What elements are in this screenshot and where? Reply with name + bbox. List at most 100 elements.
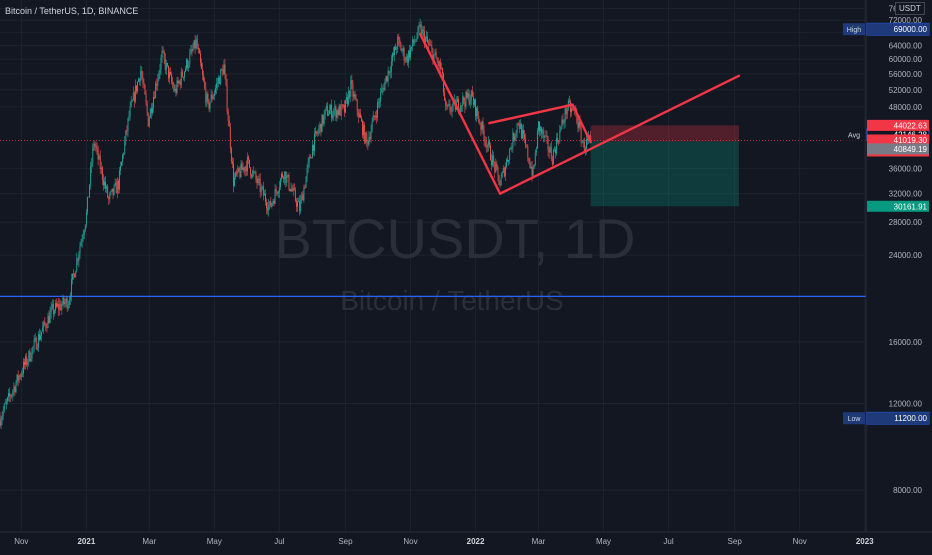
candle — [162, 46, 163, 63]
candle — [101, 161, 102, 174]
candle-body — [492, 155, 493, 165]
price-axis[interactable]: 76000.0072000.0068000.0064000.0060000.00… — [866, 0, 932, 550]
candle-body — [81, 242, 82, 247]
candle-body — [289, 175, 290, 189]
candle-body — [268, 205, 269, 211]
x-tick-label: May — [596, 537, 611, 546]
candle — [105, 176, 106, 192]
candle-body — [259, 179, 260, 180]
candle-body — [476, 107, 477, 116]
candle-body — [303, 188, 304, 201]
candle-body — [210, 102, 211, 108]
candle — [378, 98, 379, 108]
candle — [194, 40, 195, 49]
position-target-zone[interactable] — [591, 141, 739, 206]
candle — [140, 65, 141, 85]
candle-body — [76, 259, 77, 272]
candle-body — [230, 127, 231, 149]
candle — [8, 389, 9, 402]
candle — [268, 199, 269, 216]
candle-body — [36, 338, 37, 349]
candle — [393, 47, 394, 57]
candle — [547, 131, 548, 144]
candle-body — [461, 105, 462, 106]
candle-body — [269, 201, 270, 204]
candle-body — [178, 80, 179, 83]
candle — [59, 299, 60, 316]
symbol-title[interactable]: Bitcoin / TetherUS, 1D, BINANCE — [5, 6, 138, 16]
candle-body — [529, 162, 530, 167]
candle — [148, 112, 149, 127]
candle — [237, 165, 238, 177]
candle-body — [253, 171, 254, 172]
candle — [152, 103, 153, 116]
candle — [298, 198, 299, 202]
candle — [93, 141, 94, 150]
candle — [503, 165, 504, 173]
down-leg-line[interactable] — [420, 34, 500, 194]
candle — [484, 125, 485, 146]
candle-body — [448, 104, 449, 105]
candle-body — [286, 176, 287, 183]
candle-body — [30, 359, 31, 361]
candle-body — [542, 130, 543, 133]
candle — [66, 296, 67, 307]
candle — [488, 136, 489, 152]
candle-body — [211, 95, 212, 103]
candle — [373, 111, 374, 122]
candle — [513, 132, 514, 142]
candle-body — [266, 202, 267, 208]
candle-body — [45, 324, 46, 327]
candle — [308, 157, 309, 173]
candle — [262, 185, 263, 190]
candle — [189, 49, 190, 68]
candle-body — [341, 104, 342, 115]
candle — [512, 128, 513, 153]
candle — [205, 82, 206, 107]
candle-body — [390, 72, 391, 73]
candle — [518, 122, 519, 126]
candle-body — [202, 69, 203, 75]
candle-body — [560, 127, 561, 130]
currency-label[interactable]: USDT — [895, 2, 925, 15]
candle-body — [169, 72, 170, 78]
candle-body — [72, 274, 73, 280]
candle-body — [305, 188, 306, 189]
candle-body — [51, 307, 52, 312]
candle — [389, 71, 390, 76]
candle — [476, 107, 477, 122]
candle — [467, 89, 468, 98]
candle — [332, 111, 333, 121]
candle — [533, 165, 534, 176]
candle — [306, 176, 307, 188]
candle — [487, 144, 488, 153]
wedge-return-line[interactable] — [573, 105, 591, 143]
candle-body — [58, 304, 59, 310]
candle — [9, 387, 10, 401]
candle — [292, 185, 293, 192]
candle — [233, 158, 234, 192]
candle-body — [267, 208, 268, 210]
candle-body — [28, 351, 29, 361]
candle-body — [368, 137, 369, 144]
wedge-upper-line[interactable] — [489, 105, 572, 123]
candle — [222, 64, 223, 76]
candle — [469, 90, 470, 106]
candle — [234, 173, 235, 187]
candle-body — [293, 188, 294, 191]
candle-body — [567, 109, 568, 115]
candle — [102, 166, 103, 185]
candle-body — [138, 79, 139, 82]
candle — [33, 346, 34, 354]
candle-body — [539, 122, 540, 132]
candle — [388, 66, 389, 86]
candle — [238, 167, 239, 172]
candle — [274, 199, 275, 207]
candle-body — [227, 85, 228, 111]
candle-body — [135, 85, 136, 101]
candle — [117, 177, 118, 198]
candle — [495, 158, 496, 173]
